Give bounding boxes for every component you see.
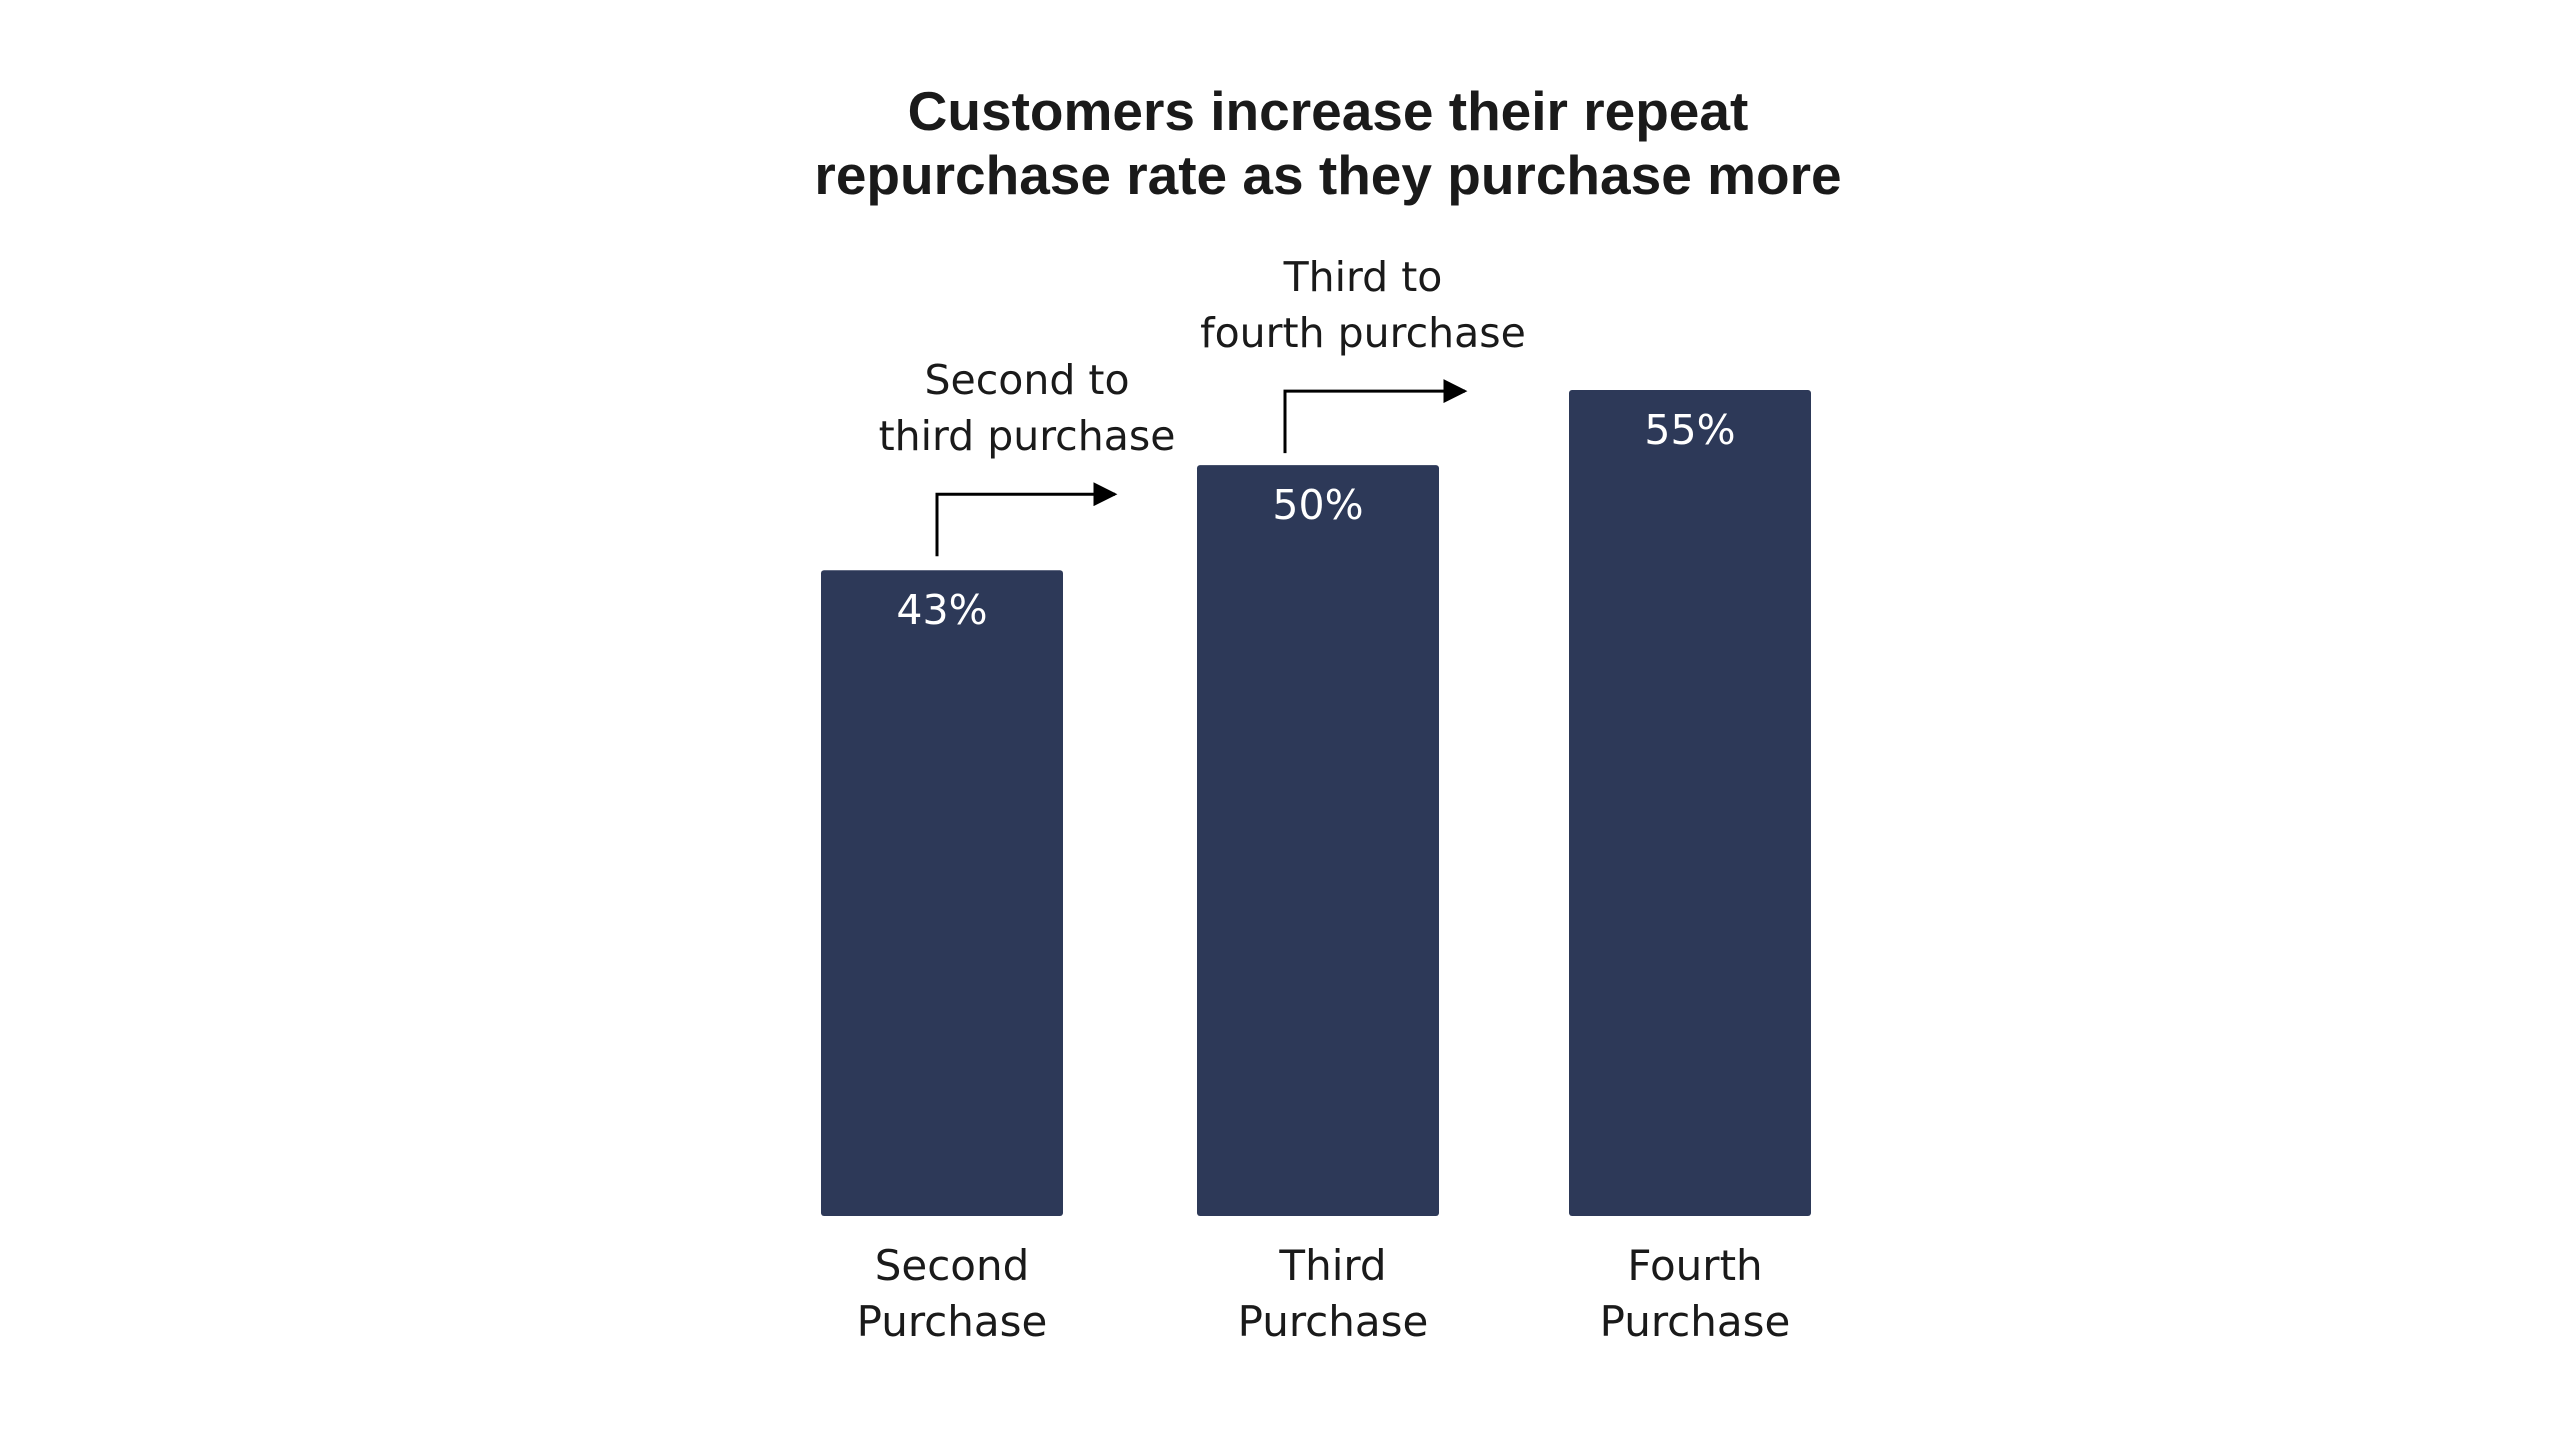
bars-group: 43% 50% 55%: [821, 390, 1811, 1216]
annotation-text-2-line-1: Third to: [1283, 253, 1443, 301]
bar-value-label-1: 43%: [896, 586, 987, 634]
chart-title-line-1: Customers increase their repeat: [908, 80, 1749, 142]
annotation-text-1-line-1: Second to: [924, 356, 1129, 404]
category-label-1-line-2: Purchase: [857, 1297, 1048, 1346]
bar-1: [821, 570, 1063, 1216]
bar-value-label-3: 55%: [1644, 406, 1735, 454]
bar-value-label-2: 50%: [1272, 481, 1363, 529]
category-label-3-line-1: Fourth: [1627, 1241, 1762, 1290]
category-label-2-line-2: Purchase: [1238, 1297, 1429, 1346]
chart-title-line-2: repurchase rate as they purchase more: [814, 144, 1841, 206]
category-label-2-line-1: Third: [1278, 1241, 1386, 1290]
annotations-group: Second to third purchase Third to fourth pu…: [879, 253, 1526, 557]
annotation-text-1-line-2: third purchase: [879, 412, 1176, 460]
bar-2: [1197, 465, 1439, 1216]
annotation-arrow-1: [935, 482, 1118, 557]
annotation-arrow-2: [1283, 379, 1468, 454]
category-labels-group: Second Purchase Third Purchase Fourth Purchas…: [857, 1241, 1791, 1346]
category-label-1-line-1: Second: [875, 1241, 1030, 1290]
annotation-text-2-line-2: fourth purchase: [1200, 309, 1526, 357]
category-label-3-line-2: Purchase: [1600, 1297, 1791, 1346]
bar-3: [1569, 390, 1811, 1216]
